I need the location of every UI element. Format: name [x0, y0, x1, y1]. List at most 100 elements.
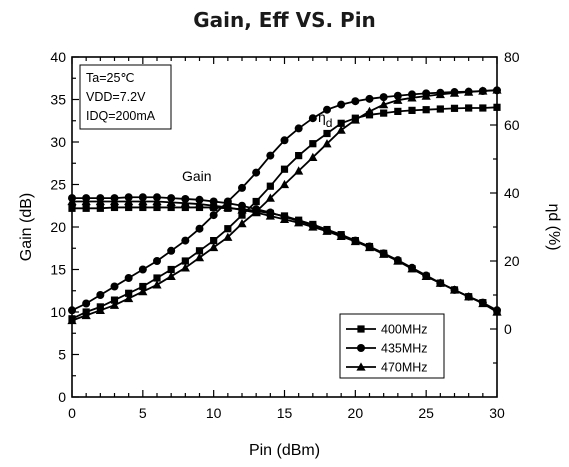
gain-point-470MHz [138, 196, 148, 206]
eff-point-470MHz [308, 152, 318, 161]
legend-marker [357, 344, 365, 352]
gain-point-470MHz [407, 264, 417, 273]
legend-marker [356, 362, 366, 371]
eff-point-435MHz [195, 224, 204, 233]
y2-tick-label: 40 [504, 185, 520, 201]
eff-point-400MHz [210, 237, 218, 245]
gain-point-400MHz [181, 203, 189, 212]
gain-point-400MHz [96, 204, 104, 212]
eff-point-400MHz [436, 105, 444, 113]
condition-text: VDD=7.2V [86, 90, 146, 104]
gain-point-470MHz [166, 197, 176, 207]
x-tick-label: 5 [139, 405, 147, 421]
eff-point-470MHz [322, 139, 332, 148]
eff-point-470MHz [265, 193, 275, 202]
gain-point-470MHz [478, 298, 488, 308]
x-tick-label: 25 [418, 405, 434, 421]
eff-point-470MHz [279, 179, 290, 189]
eff-point-400MHz [323, 129, 331, 138]
y2-tick-label: 60 [504, 117, 520, 133]
eff-point-470MHz [194, 253, 205, 262]
eff-point-400MHz [493, 103, 501, 111]
eff-point-400MHz [110, 296, 119, 304]
eff-annotation: ηd [318, 109, 332, 130]
x-tick-label: 15 [277, 405, 293, 421]
gain-point-470MHz [350, 236, 360, 246]
gain-annotation: Gain [182, 168, 212, 184]
eff-point-470MHz [81, 310, 91, 320]
eff-point-435MHz [153, 257, 161, 265]
eff-point-400MHz [125, 289, 133, 297]
eff-point-400MHz [252, 197, 260, 206]
eff-point-400MHz [380, 109, 388, 117]
gain-line-400MHz [72, 206, 498, 313]
eff-point-470MHz [449, 88, 460, 97]
eff-point-470MHz [209, 242, 219, 252]
x-tick-label: 0 [68, 405, 76, 421]
eff-point-470MHz [109, 300, 120, 309]
eff-point-435MHz [110, 282, 119, 291]
eff-point-400MHz [422, 106, 430, 114]
eff-point-400MHz [238, 211, 246, 219]
eff-point-435MHz [379, 93, 388, 102]
y-tick-label: 15 [50, 262, 66, 278]
eff-point-435MHz [223, 197, 232, 206]
eff-point-470MHz [152, 280, 162, 289]
eff-point-400MHz [295, 152, 303, 160]
eff-point-470MHz [464, 87, 474, 96]
eff-point-470MHz [237, 219, 247, 228]
gain-point-470MHz [464, 292, 474, 301]
y-tick-label: 35 [50, 92, 66, 108]
eff-point-470MHz [350, 115, 360, 124]
eff-point-435MHz [82, 299, 91, 308]
gain-point-400MHz [82, 204, 90, 212]
gain-point-470MHz [194, 199, 205, 208]
condition-text: IDQ=200mA [86, 109, 156, 123]
eff-point-470MHz [223, 232, 233, 241]
y2-tick-label: 80 [504, 49, 520, 65]
legend-box [339, 313, 445, 379]
y-axis-title: Gain (dB) [18, 193, 35, 261]
eff-point-470MHz [95, 305, 105, 314]
y-tick-label: 30 [50, 134, 66, 150]
eff-point-435MHz [167, 246, 176, 255]
gain-point-470MHz [294, 218, 304, 227]
eff-point-435MHz [138, 265, 147, 274]
gain-point-470MHz [421, 271, 431, 280]
eff-subscript: d [326, 116, 333, 130]
eff-point-470MHz [294, 166, 304, 175]
gain-point-400MHz [167, 203, 175, 212]
y2-tick-label: 20 [504, 253, 520, 269]
eff-point-400MHz [394, 107, 402, 115]
eff-point-400MHz [153, 274, 161, 282]
series-470MHz [67, 85, 502, 325]
eff-point-435MHz [252, 168, 261, 177]
gain-point-470MHz [152, 196, 162, 206]
eff-symbol: η [318, 109, 326, 125]
eff-point-435MHz [365, 94, 374, 103]
y-tick-label: 20 [50, 219, 66, 235]
eff-point-400MHz [479, 104, 487, 112]
eff-point-435MHz [323, 105, 331, 114]
eff-point-435MHz [308, 114, 317, 123]
eff-point-470MHz [138, 287, 148, 296]
eff-point-470MHz [364, 106, 375, 116]
legend-label: 400MHz [381, 323, 428, 337]
legend-label: 435MHz [381, 342, 428, 356]
eff-point-470MHz [421, 91, 431, 100]
y2-axis-title: ηd (%) [545, 203, 562, 250]
eff-point-400MHz [309, 140, 317, 148]
gain-point-470MHz [109, 196, 120, 206]
gain-point-470MHz [209, 201, 219, 210]
eff-point-435MHz [124, 274, 133, 282]
y-tick-label: 0 [58, 389, 66, 405]
eff-point-470MHz [251, 207, 261, 216]
gain-point-470MHz [364, 242, 375, 252]
eff-point-470MHz [393, 95, 403, 104]
eff-point-400MHz [195, 247, 204, 255]
eff-point-435MHz [209, 211, 218, 220]
x-axis-title: Pin (dBm) [249, 442, 320, 459]
gain-point-470MHz [393, 256, 403, 265]
gain-point-470MHz [435, 278, 445, 287]
eff-point-435MHz [181, 236, 190, 245]
